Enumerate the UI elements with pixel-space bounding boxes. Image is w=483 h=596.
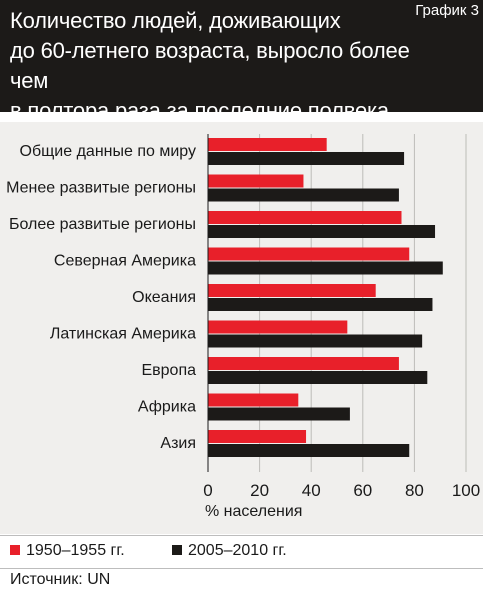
category-label: Европа: [141, 362, 196, 379]
bar: [208, 371, 428, 384]
title-line: до 60-летнего возраста, выросло более че…: [10, 38, 410, 93]
legend-item-1950: 1950–1955 гг.: [10, 542, 125, 560]
bar: [208, 407, 350, 421]
bar: [208, 444, 410, 457]
category-label: Более развитые регионы: [9, 216, 196, 233]
legend-label: 2005–2010 гг.: [188, 542, 287, 559]
x-tick-label: 20: [250, 481, 269, 500]
source-note: Источник: UN: [10, 571, 111, 588]
bar: [208, 320, 348, 334]
title-line: в полтора раза за последние полвека: [10, 98, 389, 123]
legend: 1950–1955 гг. 2005–2010 гг.: [0, 535, 483, 569]
x-tick-label: 60: [353, 481, 372, 500]
chart-header: Количество людей, доживающих до 60-летне…: [0, 0, 483, 123]
category-label: Общие данные по миру: [20, 143, 196, 160]
category-label: Менее развитые регионы: [6, 180, 196, 197]
bar: [208, 393, 299, 407]
bar: [208, 174, 304, 188]
legend-label: 1950–1955 гг.: [26, 542, 125, 559]
category-label: Северная Америка: [54, 253, 196, 270]
legend-swatch: [172, 545, 182, 555]
bar: [208, 334, 423, 348]
bar: [208, 298, 433, 311]
category-label: Азия: [160, 435, 196, 452]
bar-chart: Общие данные по миру Менее развитые регио…: [6, 134, 480, 500]
category-label: Африка: [138, 399, 196, 416]
bar: [208, 430, 307, 443]
category-label: Латинская Америка: [50, 326, 196, 343]
bar: [208, 211, 402, 224]
bar: [208, 247, 410, 261]
x-tick-label: 80: [405, 481, 424, 500]
chart-tag: График 3: [415, 2, 479, 19]
title-line: Количество людей, доживающих: [10, 8, 341, 33]
bar: [208, 284, 376, 297]
x-axis-label: % населения: [205, 503, 303, 520]
x-tick-label: 100: [452, 481, 480, 500]
bar: [208, 225, 436, 238]
legend-swatch: [10, 545, 20, 555]
category-label: Океания: [132, 289, 196, 306]
x-tick-label: 0: [203, 481, 212, 500]
bar: [208, 188, 399, 202]
bar: [208, 357, 399, 370]
bar: [208, 261, 443, 275]
chart-title: Количество людей, доживающих до 60-летне…: [10, 6, 420, 126]
x-tick-label: 40: [302, 481, 321, 500]
bar: [208, 138, 327, 151]
bar: [208, 152, 405, 165]
legend-item-2005: 2005–2010 гг.: [172, 542, 287, 560]
